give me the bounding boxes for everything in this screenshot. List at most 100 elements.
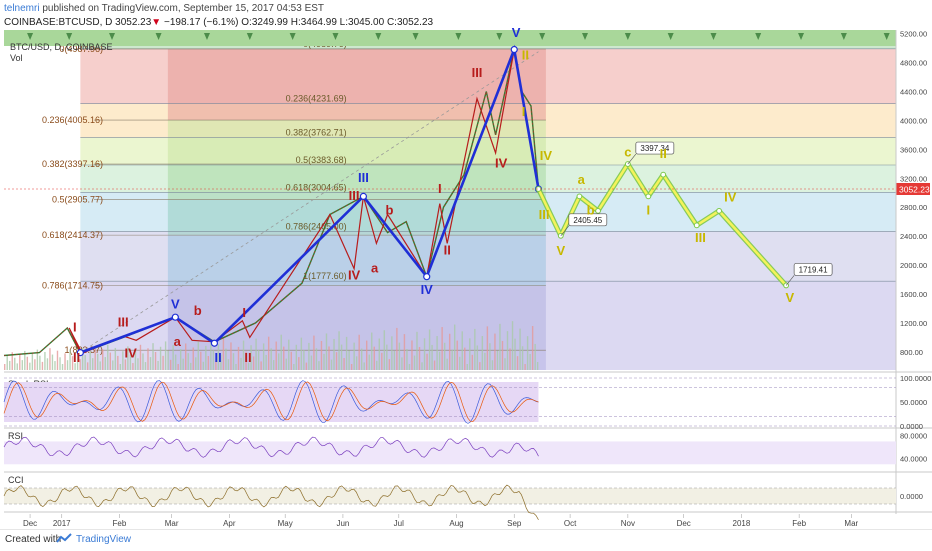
- wave-label: V: [512, 25, 521, 40]
- wave-label: V: [786, 290, 795, 305]
- volume-bar: [484, 352, 486, 370]
- volume-bar: [443, 342, 446, 370]
- volume-bar: [122, 351, 124, 370]
- volume-bar: [290, 351, 292, 370]
- volume-bar: [343, 358, 345, 370]
- volume-bar: [36, 349, 39, 370]
- volume-bar: [396, 327, 398, 370]
- volume-bar: [421, 362, 423, 370]
- callout-leader: [627, 153, 637, 165]
- volume-bar: [378, 338, 380, 370]
- volume-bar: [187, 353, 189, 370]
- wave-label: III: [118, 315, 129, 330]
- wave-pivot: [210, 339, 219, 347]
- wave-label: b: [587, 202, 595, 217]
- wave-pivot: [359, 192, 368, 200]
- volume-bar: [423, 338, 426, 370]
- volume-bar: [195, 357, 197, 370]
- volume-bar: [76, 352, 79, 370]
- projection-callout: 2405.45: [560, 213, 608, 236]
- volume-bar: [149, 357, 152, 370]
- volume-bar: [109, 352, 111, 370]
- wave-label: IV: [421, 282, 434, 297]
- wave-label: c: [624, 145, 631, 160]
- volume-bar: [428, 329, 431, 370]
- wave-label: II: [522, 48, 529, 63]
- volume-bar: [39, 355, 41, 370]
- wave-label: II: [444, 242, 451, 257]
- x-tick-label: Mar: [844, 519, 858, 528]
- volume-bar: [237, 346, 240, 370]
- projection-callout: 1719.41: [785, 263, 833, 286]
- volume-bar: [217, 344, 220, 370]
- wave-label: IV: [124, 346, 137, 361]
- volume-bar: [436, 336, 438, 370]
- volume-bar: [280, 334, 282, 370]
- volume-bar: [526, 336, 529, 370]
- event-marker-icon: [332, 33, 339, 40]
- fib-left-zone: [167, 164, 546, 200]
- volume-bar: [19, 354, 21, 370]
- symbol-name: COINBASE:BTCUSD, D: [4, 17, 113, 28]
- author-link[interactable]: telnemri: [4, 3, 40, 14]
- fib-right-label: 0.382(3762.71): [286, 128, 347, 138]
- fib-left-label: 0.382(3397.16): [42, 159, 103, 169]
- wave-label: II: [215, 350, 222, 365]
- volume-bar: [491, 360, 494, 370]
- volume-bar: [112, 360, 114, 370]
- volume-bar: [323, 353, 325, 370]
- stoch-tick: 100.0000: [900, 374, 931, 383]
- event-marker-icon: [496, 33, 503, 40]
- volume-bar: [222, 338, 225, 370]
- event-marker-icon: [412, 33, 419, 40]
- volume-bar: [74, 363, 76, 370]
- volume-bar: [305, 362, 308, 370]
- volume-bar: [476, 345, 479, 370]
- volume-bar: [247, 362, 250, 370]
- volume-bar: [197, 341, 199, 370]
- volume-bar: [381, 352, 383, 370]
- volume-bar: [26, 356, 29, 370]
- fib-right-label: 0.618(3004.65): [286, 182, 347, 192]
- callout-box: [793, 263, 833, 276]
- volume-bar: [31, 353, 34, 370]
- stoch-d-line: [3, 381, 539, 422]
- volume-bar: [185, 343, 187, 370]
- y-tick-label: 3200.00: [900, 174, 927, 183]
- volume-bar: [119, 364, 122, 370]
- volume-bar: [232, 353, 235, 370]
- projection-pivot: [716, 207, 722, 214]
- main-pane-title: BTC/USD, D, COINBASE: [10, 42, 113, 52]
- volume-bar: [408, 364, 411, 370]
- volume-bar: [298, 357, 300, 370]
- volume-bar: [524, 364, 526, 370]
- projection-callout: 3397.34: [627, 141, 675, 165]
- wave-pivot: [510, 45, 518, 54]
- event-marker-icon: [840, 33, 847, 40]
- volume-bar: [285, 358, 287, 370]
- volume-bar: [474, 328, 476, 370]
- wave-label: I: [242, 305, 246, 320]
- volume-bar: [466, 364, 468, 370]
- x-tick-label: Nov: [621, 519, 635, 528]
- volume-bar: [416, 331, 418, 370]
- volume-bar: [388, 359, 391, 370]
- tradingview-brand[interactable]: TradingView: [76, 534, 132, 545]
- callout-text: 1719.41: [799, 265, 828, 274]
- x-tick-label: Jun: [336, 519, 349, 528]
- volume-bar: [257, 349, 260, 370]
- fib-left-label: 0.236(4005.16): [42, 115, 103, 125]
- wave-label: a: [578, 172, 586, 187]
- volume-bar: [265, 354, 267, 370]
- event-marker-icon: [582, 33, 589, 40]
- projection-pivot: [645, 193, 652, 200]
- volume-bar: [267, 336, 270, 370]
- fib-right-label: 0.5(3383.68): [296, 155, 347, 165]
- projection-pivot: [693, 222, 700, 229]
- volume-bar: [303, 350, 305, 370]
- wave-label: b: [194, 303, 202, 318]
- volume-bar: [114, 347, 117, 370]
- volume-bar: [66, 360, 69, 370]
- wave-label: I: [522, 104, 526, 119]
